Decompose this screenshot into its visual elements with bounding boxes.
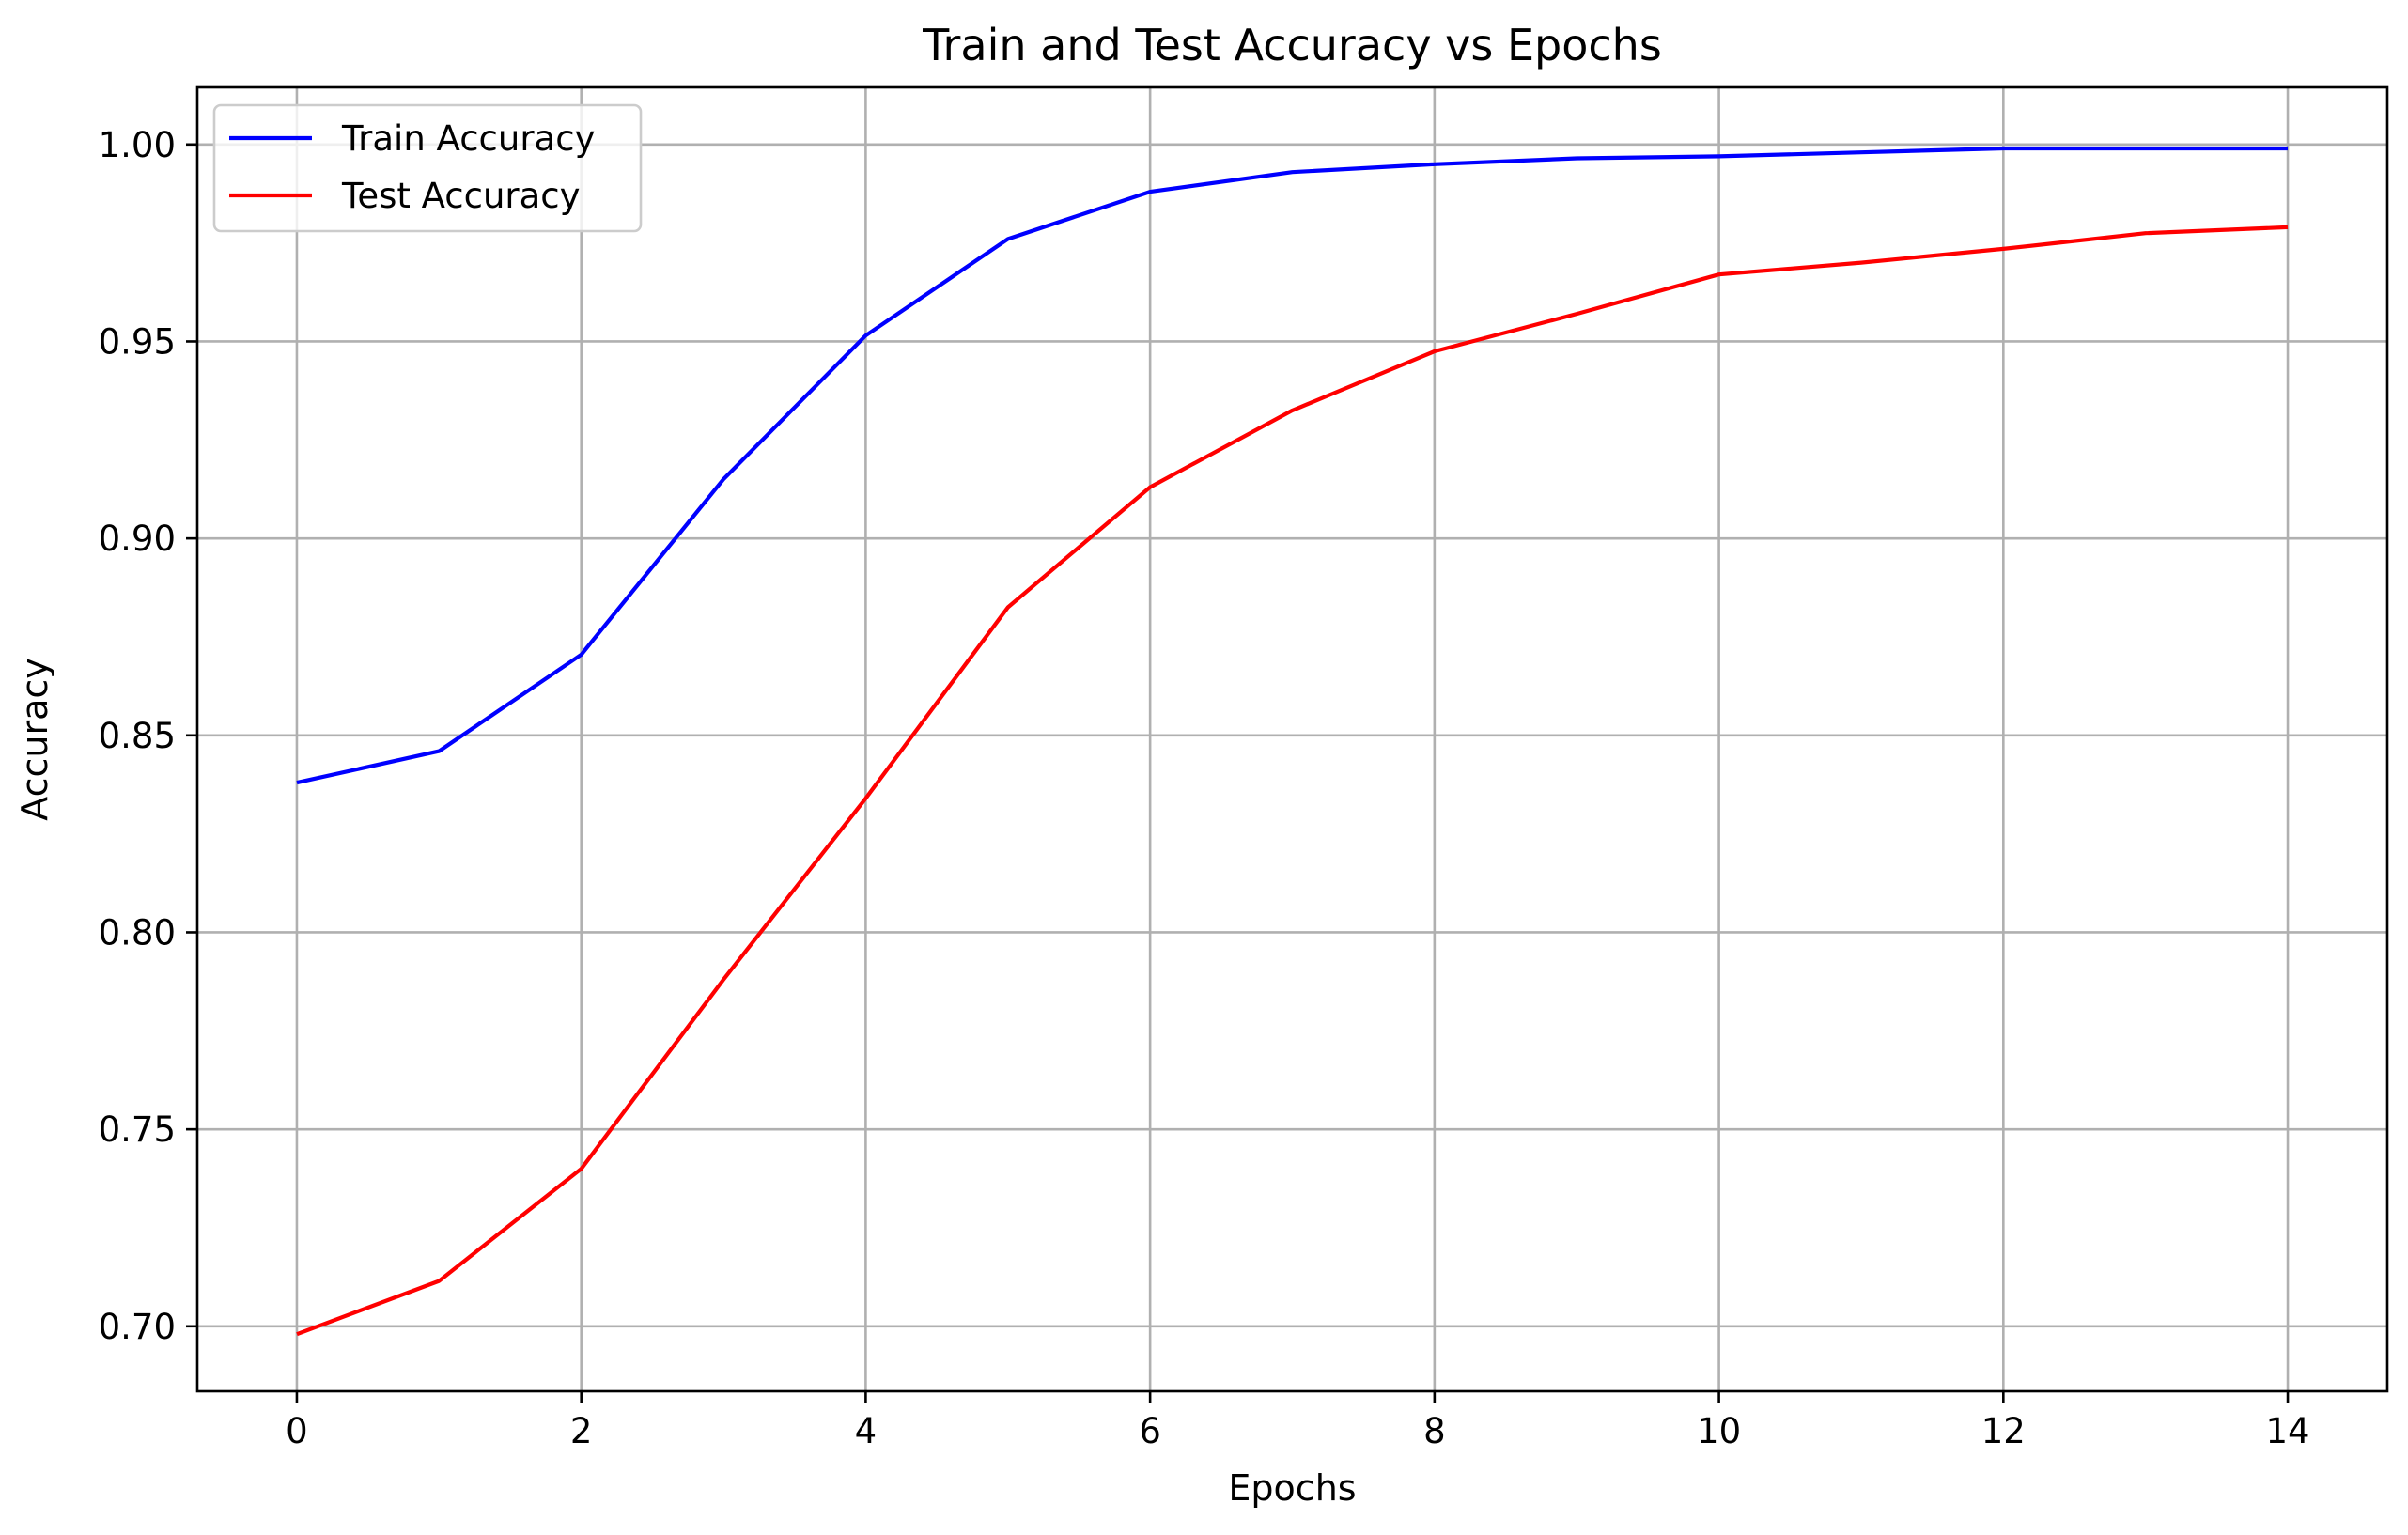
y-tick-label: 0.70 bbox=[99, 1307, 176, 1347]
legend-label: Train Accuracy bbox=[341, 118, 595, 159]
x-tick-label: 2 bbox=[570, 1411, 593, 1451]
test-accuracy-line bbox=[296, 225, 2289, 1337]
plot-frame bbox=[195, 85, 2389, 1393]
x-tick-label: 4 bbox=[855, 1411, 878, 1451]
x-tick-label: 6 bbox=[1139, 1411, 1161, 1451]
y-tick-label: 0.90 bbox=[99, 519, 176, 559]
legend-box bbox=[212, 103, 643, 233]
y-axis-label: Accuracy bbox=[14, 658, 55, 821]
legend: Train Accuracy Test Accuracy bbox=[212, 103, 643, 233]
y-tick-label: 0.80 bbox=[99, 912, 176, 953]
x-tick-label: 10 bbox=[1697, 1411, 1741, 1451]
axis-ticks: 0 2 4 6 8 10 12 14 0.70 0.75 0.80 0.85 0.90 0.95 1.00 bbox=[99, 125, 2310, 1451]
x-tick-label: 0 bbox=[286, 1411, 308, 1451]
y-tick-label: 0.95 bbox=[99, 321, 176, 362]
x-tick-label: 8 bbox=[1423, 1411, 1446, 1451]
x-tick-label: 12 bbox=[1981, 1411, 2026, 1451]
train-accuracy-line bbox=[296, 146, 2288, 785]
chart-title: Train and Test Accuracy vs Epochs bbox=[922, 20, 1662, 70]
y-tick-label: 0.75 bbox=[99, 1109, 176, 1150]
grid bbox=[197, 87, 2387, 1391]
x-axis-label: Epochs bbox=[1228, 1467, 1356, 1509]
x-tick-label: 14 bbox=[2265, 1411, 2309, 1451]
y-tick-label: 1.00 bbox=[99, 125, 176, 165]
legend-label: Test Accuracy bbox=[341, 176, 581, 216]
series-lines bbox=[296, 146, 2289, 1337]
y-tick-label: 0.85 bbox=[99, 716, 176, 756]
